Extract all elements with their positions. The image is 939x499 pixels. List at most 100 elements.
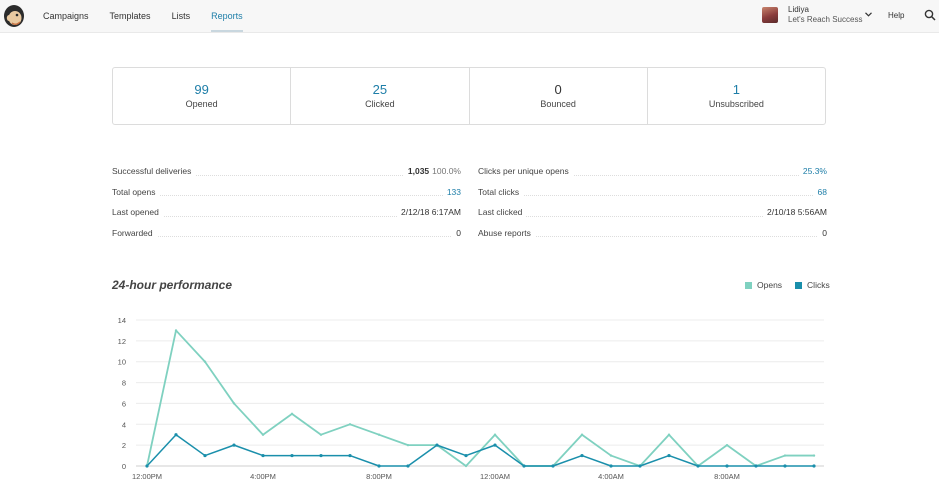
data-point-clicks (145, 464, 149, 468)
help-link[interactable]: Help (888, 11, 905, 20)
data-point-opens (174, 329, 178, 332)
avatar[interactable] (762, 7, 778, 23)
legend-opens[interactable]: Opens (745, 280, 782, 290)
total-clicks-link[interactable]: 68 (813, 186, 827, 197)
detail-row: Clicks per unique opens 25.3% (478, 161, 827, 182)
stat-value[interactable]: 1 (732, 82, 740, 97)
data-point-opens (725, 443, 729, 447)
detail-value: 2/10/18 5:56AM (762, 207, 827, 218)
data-point-clicks (551, 464, 555, 468)
detail-value: 2/12/18 6:17AM (396, 207, 461, 218)
data-point-clicks (319, 453, 323, 458)
delivery-details: Successful deliveries 1,035 100.0% Total … (112, 161, 461, 243)
data-point-opens (319, 433, 323, 436)
nav-reports[interactable]: Reports (211, 0, 243, 32)
data-point-clicks (464, 453, 468, 458)
y-tick-label: 14 (118, 316, 126, 325)
detail-label: Last opened (112, 207, 163, 218)
mailchimp-logo-icon[interactable] (2, 3, 26, 29)
stat-value[interactable]: 25 (372, 82, 388, 97)
stat-value: 0 (554, 82, 562, 97)
stat-label: Bounced (540, 99, 576, 109)
nav-lists[interactable]: Lists (171, 11, 191, 21)
leader-dots (478, 174, 827, 176)
detail-value: 1,035 100.0% (403, 166, 461, 177)
legend-label: Clicks (807, 280, 830, 290)
leader-dots (112, 215, 461, 217)
data-point-opens (580, 433, 584, 436)
data-point-opens (261, 433, 265, 436)
detail-label: Total opens (112, 186, 160, 197)
x-tick-label: 12:00AM (480, 472, 510, 481)
x-tick-label: 4:00PM (250, 472, 276, 481)
click-details: Clicks per unique opens 25.3% Total clic… (478, 161, 827, 243)
data-point-clicks (783, 464, 787, 468)
legend-swatch-clicks (795, 281, 803, 289)
clicks-per-open-link[interactable]: 25.3% (798, 166, 827, 177)
data-point-clicks (174, 433, 178, 437)
performance-chart: 0 2 4 6 8 10 12 14 12:00PM 4:00PM 8:00PM 12:00AM 4:0… (118, 316, 824, 481)
x-tick-label: 12:00PM (132, 472, 162, 481)
total-opens-link[interactable]: 133 (442, 186, 461, 197)
data-point-clicks (493, 443, 497, 447)
stat-label: Unsubscribed (708, 99, 764, 109)
nav-templates[interactable]: Templates (109, 11, 151, 21)
data-point-clicks (261, 453, 265, 458)
data-point-clicks (377, 464, 381, 468)
detail-label: Total clicks (478, 186, 524, 197)
legend-label: Opens (757, 280, 783, 290)
detail-label: Last clicked (478, 207, 527, 218)
user-menu[interactable]: Lidiya Let's Reach Success (762, 5, 872, 25)
leader-dots (478, 215, 827, 217)
series-line-opens (146, 329, 814, 467)
top-navigation-bar: Campaigns Templates Lists Reports Lidiya… (0, 0, 939, 33)
stat-value[interactable]: 99 (194, 82, 209, 97)
detail-row: Forwarded 0 (112, 223, 461, 244)
leader-dots (112, 174, 461, 176)
data-point-clicks (348, 453, 352, 458)
user-name: Lidiya (788, 5, 809, 14)
user-info[interactable]: Lidiya Let's Reach Success (788, 5, 862, 25)
data-point-opens (290, 412, 294, 416)
stat-label: Clicked (365, 99, 395, 109)
data-point-clicks (696, 464, 700, 468)
y-tick-label: 2 (122, 441, 126, 450)
data-point-opens (493, 433, 497, 436)
y-tick-label: 12 (118, 337, 126, 346)
leader-dots (112, 236, 461, 237)
data-point-clicks (406, 464, 410, 468)
legend-clicks[interactable]: Clicks (795, 280, 830, 290)
stat-opened: 99 Opened (113, 68, 292, 124)
detail-value: 0 (818, 227, 827, 238)
detail-row: Last clicked 2/10/18 5:56AM (478, 202, 827, 223)
leader-dots (112, 195, 461, 196)
data-point-opens (348, 423, 352, 426)
chevron-down-icon[interactable] (865, 12, 872, 17)
data-point-clicks (754, 464, 758, 468)
stat-bounced: 0 Bounced (470, 68, 648, 124)
detail-row: Last opened 2/12/18 6:17AM (112, 202, 461, 223)
data-point-opens (812, 454, 816, 457)
data-point-clicks (290, 453, 294, 458)
data-point-clicks (638, 464, 642, 468)
search-icon[interactable] (924, 9, 936, 21)
data-point-opens (464, 464, 468, 468)
detail-row: Total opens 133 (112, 182, 461, 203)
y-tick-label: 10 (118, 358, 126, 367)
stat-label: Opened (185, 99, 218, 109)
detail-row: Abuse reports 0 (478, 223, 827, 244)
deliveries-count: 1,035 (407, 166, 430, 177)
detail-label: Successful deliveries (112, 166, 196, 177)
detail-value: 0 (452, 227, 461, 238)
stat-unsubscribed: 1 Unsubscribed (648, 68, 825, 124)
data-point-opens (377, 433, 381, 436)
data-point-clicks (609, 464, 613, 468)
x-tick-label: 8:00PM (366, 472, 392, 481)
y-tick-label: 8 (122, 379, 126, 388)
leader-dots (478, 236, 827, 237)
stat-clicked: 25 Clicked (291, 68, 470, 124)
main-nav: Campaigns Templates Lists Reports (43, 0, 264, 32)
data-point-clicks (203, 453, 207, 458)
nav-campaigns[interactable]: Campaigns (43, 11, 89, 21)
data-point-opens (783, 454, 787, 457)
